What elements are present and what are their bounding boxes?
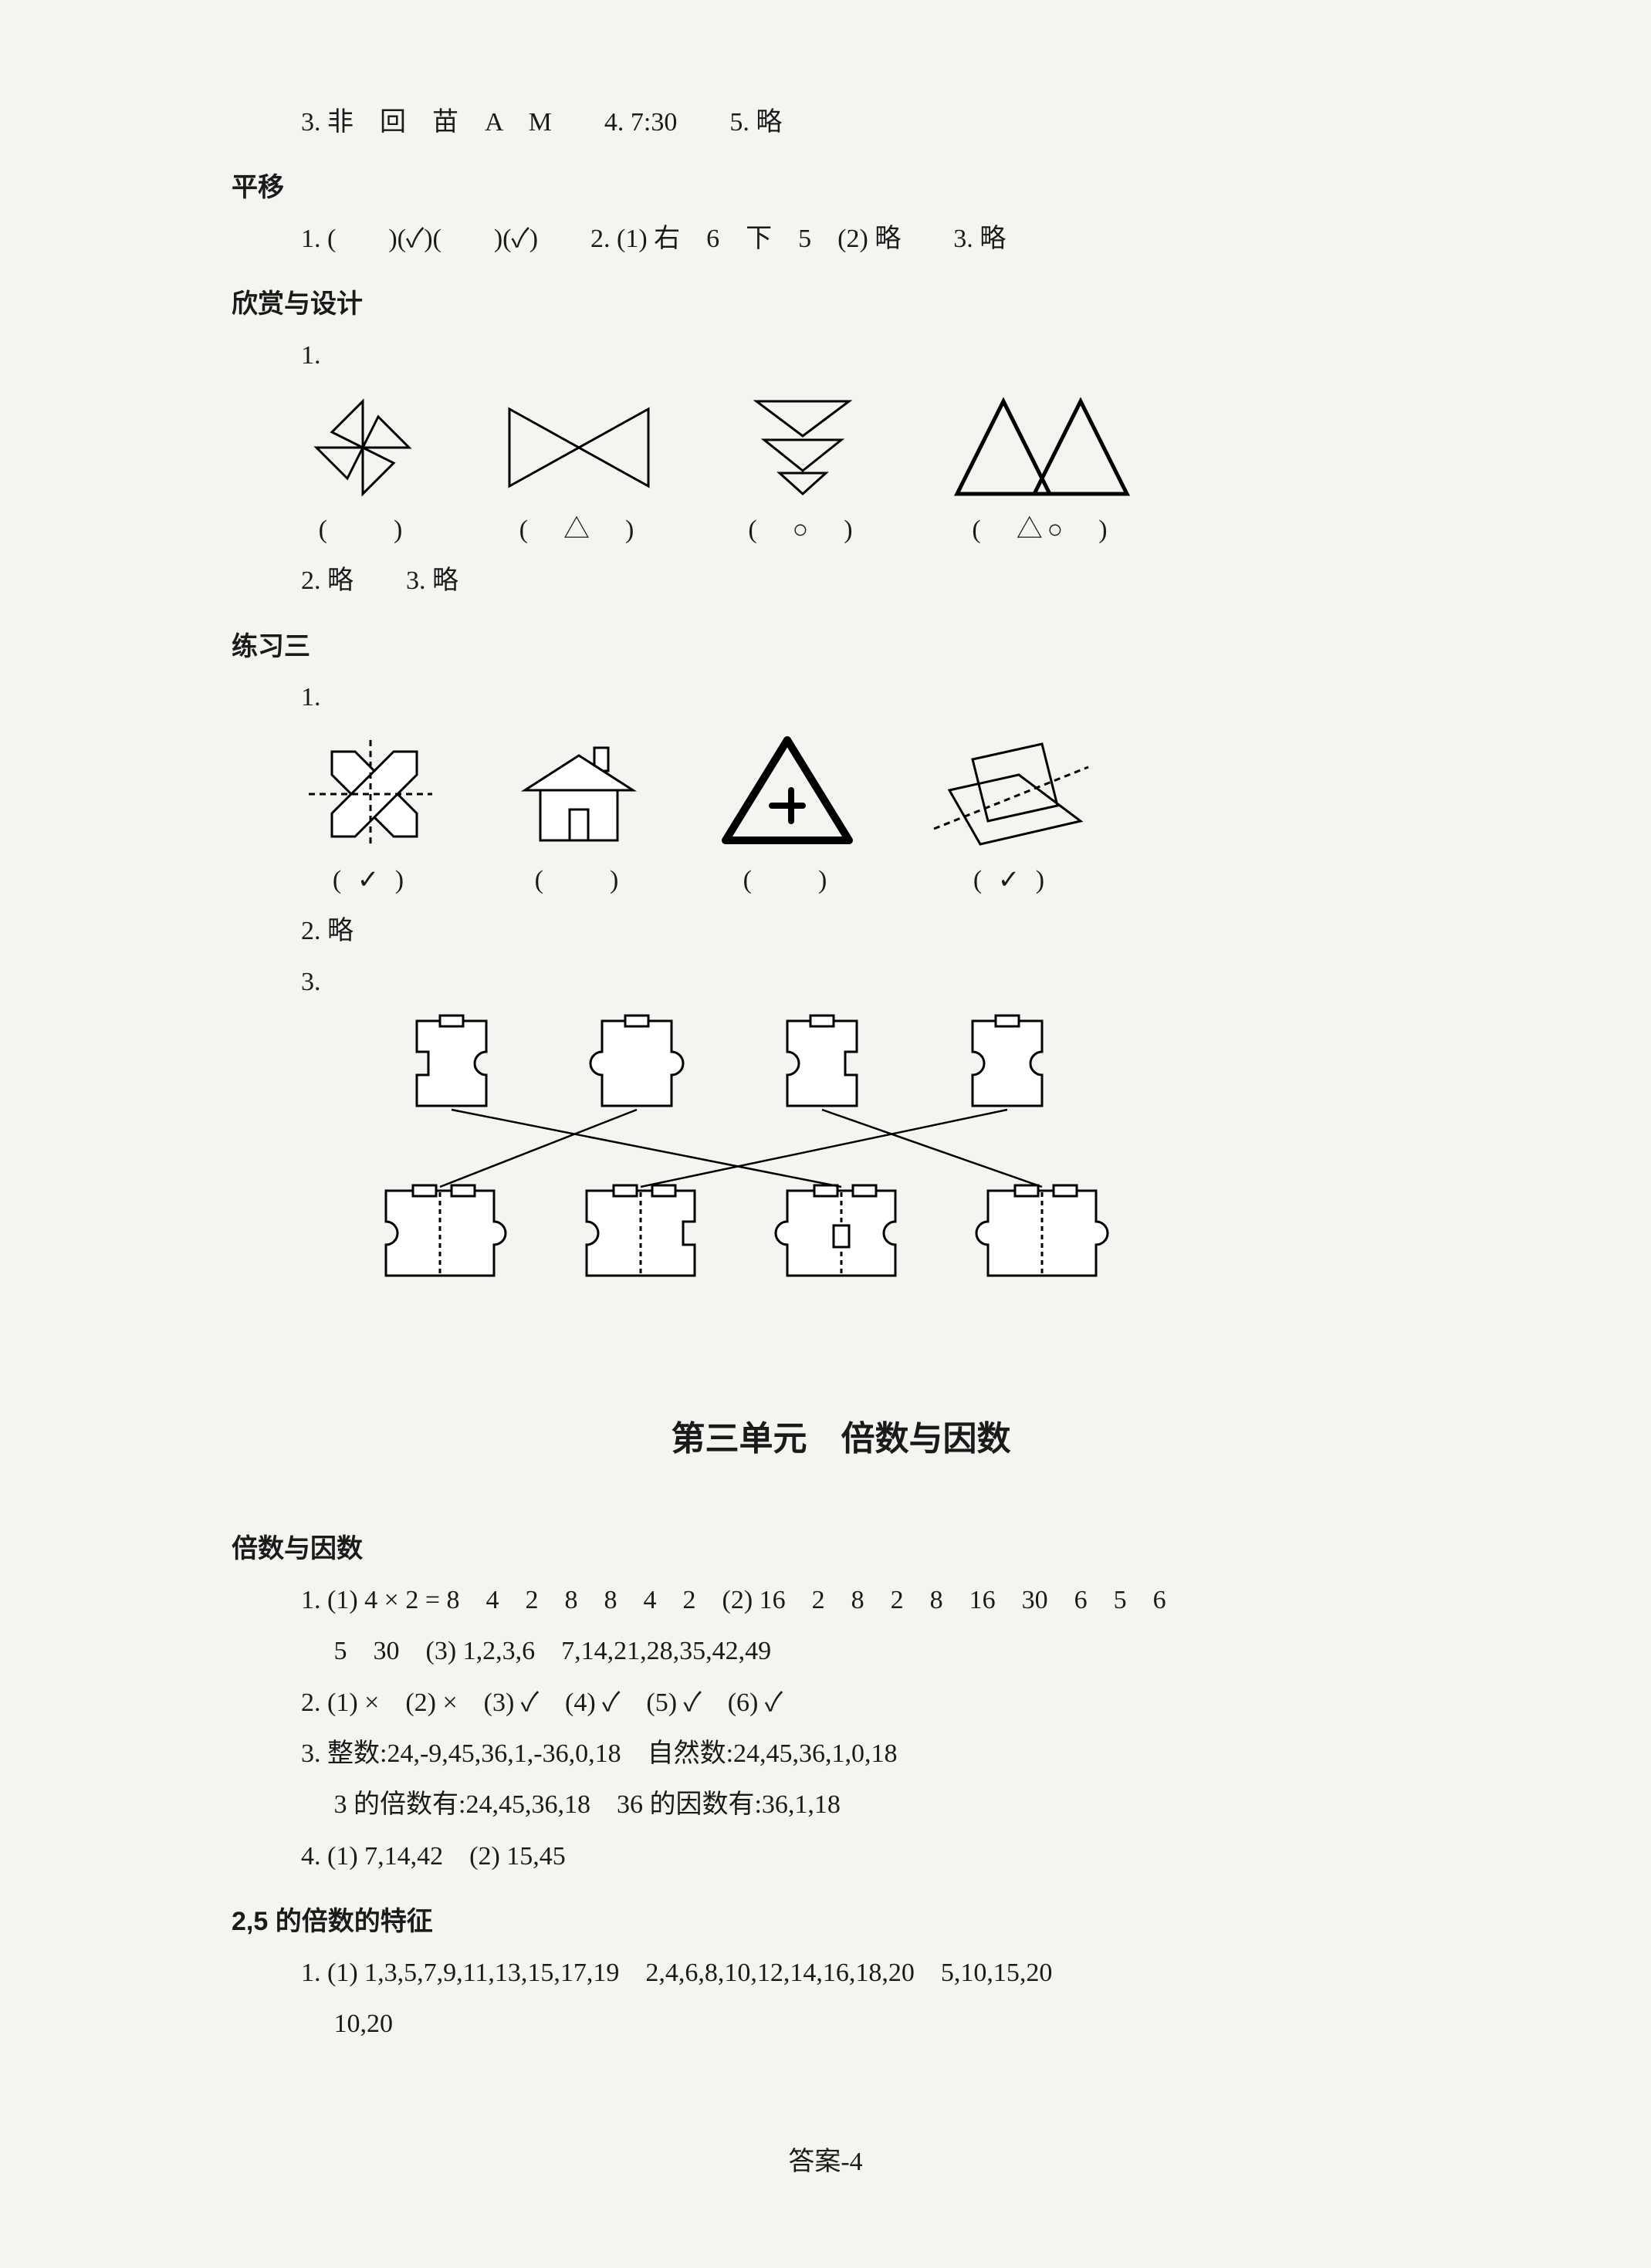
top-line-3: 3. 非 回 苗 A M 4. 7:30 5. 略 bbox=[232, 102, 1450, 144]
lianxi3-line-2: 2. 略 bbox=[232, 911, 1450, 952]
lianxi3-fig-2: ( ) bbox=[509, 736, 648, 901]
heading-lianxi3: 练习三 bbox=[232, 626, 1450, 668]
warning-triangle-icon bbox=[718, 728, 857, 852]
heading-beishu: 倍数与因数 bbox=[232, 1528, 1450, 1570]
beishu-l1b: 5 30 (3) 1,2,3,6 7,14,21,28,35,42,49 bbox=[232, 1631, 1450, 1672]
xinshang-caption-3: ( ○ ) bbox=[748, 509, 857, 551]
pingyi-line-1: 1. ( )(✓)( )(✓) 2. (1) 右 6 下 5 (2) 略 3. … bbox=[232, 218, 1450, 260]
lianxi3-line-1: 1. bbox=[232, 677, 1450, 718]
double-triangle-icon bbox=[942, 386, 1142, 502]
cross-shape-icon bbox=[301, 736, 440, 852]
xinshang-caption-2: ( △ ) bbox=[519, 509, 639, 551]
matching-svg bbox=[324, 1013, 1173, 1291]
xinshang-figure-row: ( ) ( △ ) ( ○ ) bbox=[232, 386, 1450, 551]
page-footer: 答案-4 bbox=[0, 2141, 1651, 2183]
beishu-l3: 3. 整数:24,-9,45,36,1,-36,0,18 自然数:24,45,3… bbox=[232, 1733, 1450, 1775]
xinshang-line-1: 1. bbox=[232, 335, 1450, 377]
pinwheel-icon bbox=[301, 394, 425, 502]
overlap-polygons-icon bbox=[926, 736, 1096, 852]
beishu-l2: 2. (1) × (2) × (3) ✓ (4) ✓ (5) ✓ (6) ✓ bbox=[232, 1682, 1450, 1724]
lianxi3-matching-diagram bbox=[232, 1013, 1450, 1304]
lianxi3-fig-1: ( ✓ ) bbox=[301, 736, 440, 901]
xinshang-line-2: 2. 略 3. 略 bbox=[232, 560, 1450, 602]
xinshang-fig-2: ( △ ) bbox=[494, 394, 664, 551]
xinshang-fig-3: ( ○ ) bbox=[733, 386, 872, 551]
lianxi3-caption-2: ( ) bbox=[535, 860, 624, 901]
bowtie-icon bbox=[494, 394, 664, 502]
lianxi3-figure-row: ( ✓ ) ( ) bbox=[232, 728, 1450, 901]
beishu-l3b: 3 的倍数有:24,45,36,18 36 的因数有:36,1,18 bbox=[232, 1784, 1450, 1826]
unit3-title: 第三单元 倍数与因数 bbox=[232, 1412, 1450, 1466]
lianxi3-caption-3: ( ) bbox=[743, 860, 832, 901]
house-icon bbox=[509, 736, 648, 852]
sec25-l1b: 10,20 bbox=[232, 2003, 1450, 2045]
xinshang-caption-4: ( △○ ) bbox=[972, 509, 1111, 551]
stacked-triangles-icon bbox=[733, 386, 872, 502]
sec25-l1: 1. (1) 1,3,5,7,9,11,13,15,17,19 2,4,6,8,… bbox=[232, 1952, 1450, 1994]
xinshang-fig-4: ( △○ ) bbox=[942, 386, 1142, 551]
xinshang-fig-1: ( ) bbox=[301, 394, 425, 551]
heading-25: 2,5 的倍数的特征 bbox=[232, 1901, 1450, 1942]
lianxi3-line-3: 3. bbox=[232, 962, 1450, 1003]
lianxi3-fig-3: ( ) bbox=[718, 728, 857, 901]
beishu-l1: 1. (1) 4 × 2 = 8 4 2 8 8 4 2 (2) 16 2 8 … bbox=[232, 1580, 1450, 1621]
lianxi3-caption-1: ( ✓ ) bbox=[333, 860, 408, 901]
heading-pingyi: 平移 bbox=[232, 167, 1450, 208]
lianxi3-caption-4: ( ✓ ) bbox=[973, 860, 1049, 901]
xinshang-caption-1: ( ) bbox=[319, 509, 408, 551]
lianxi3-fig-4: ( ✓ ) bbox=[926, 736, 1096, 901]
heading-xinshang: 欣赏与设计 bbox=[232, 283, 1450, 325]
beishu-l4: 4. (1) 7,14,42 (2) 15,45 bbox=[232, 1836, 1450, 1878]
